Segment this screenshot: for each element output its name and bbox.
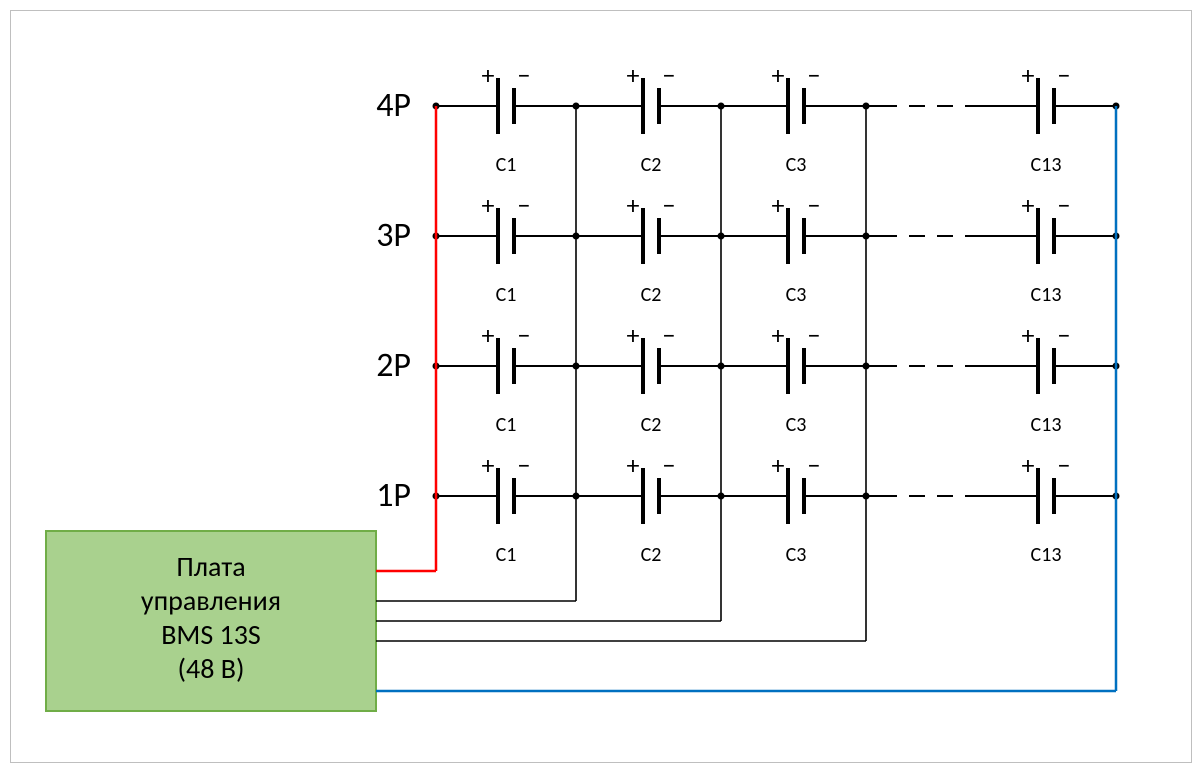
plus-label: + (482, 449, 495, 481)
battery-cell: +− C2 (627, 59, 676, 177)
battery-cell: +− C13 (1022, 189, 1071, 307)
minus-label: − (1058, 189, 1071, 221)
minus-label: − (663, 59, 676, 91)
battery-cell: +− C2 (627, 189, 676, 307)
minus-label: − (808, 319, 821, 351)
plus-label: + (772, 59, 785, 91)
plus-label: + (627, 59, 640, 91)
minus-label: − (663, 449, 676, 481)
minus-label: − (518, 319, 531, 351)
battery-cell: +− C2 (627, 319, 676, 437)
cell-label: C1 (496, 153, 517, 177)
minus-label: − (1058, 59, 1071, 91)
minus-label: − (663, 319, 676, 351)
cell-label: C3 (786, 283, 807, 307)
circuit-diagram: ПлатауправленияBMS 13S(48 В)4P+−C1+−C2+−… (11, 11, 1191, 762)
minus-label: − (663, 189, 676, 221)
plus-label: + (482, 319, 495, 351)
cell-label: C1 (496, 283, 517, 307)
battery-cell: +− C1 (482, 319, 531, 437)
battery-cell: +− C3 (772, 319, 821, 437)
cell-label: C2 (641, 413, 662, 437)
battery-cell: +− C3 (772, 449, 821, 567)
battery-cell: +− C1 (482, 59, 531, 177)
diagram-frame: ПлатауправленияBMS 13S(48 В)4P+−C1+−C2+−… (10, 10, 1192, 763)
battery-cell: +− C13 (1022, 449, 1071, 567)
bms-text-line: управления (141, 583, 281, 618)
minus-label: − (808, 189, 821, 221)
minus-label: − (808, 449, 821, 481)
plus-label: + (627, 449, 640, 481)
plus-label: + (627, 319, 640, 351)
minus-label: − (808, 59, 821, 91)
cell-label: C13 (1031, 153, 1062, 177)
plus-label: + (772, 449, 785, 481)
minus-label: − (518, 449, 531, 481)
minus-label: − (1058, 319, 1071, 351)
minus-label: − (518, 189, 531, 221)
battery-cell: +− C13 (1022, 319, 1071, 437)
row-label: 2P (376, 345, 411, 386)
cell-label: C13 (1031, 413, 1062, 437)
row-label: 1P (376, 475, 411, 516)
bms-text-line: Плата (176, 549, 245, 584)
battery-cell: +− C13 (1022, 59, 1071, 177)
cell-label: C3 (786, 153, 807, 177)
minus-label: − (1058, 449, 1071, 481)
cell-label: C3 (786, 543, 807, 567)
cell-label: C2 (641, 543, 662, 567)
battery-cell: +− C2 (627, 449, 676, 567)
battery-cell: +− C1 (482, 449, 531, 567)
cell-label: C1 (496, 413, 517, 437)
plus-label: + (1022, 189, 1035, 221)
battery-cell: +− C3 (772, 189, 821, 307)
cell-label: C13 (1031, 543, 1062, 567)
plus-label: + (772, 189, 785, 221)
plus-label: + (627, 189, 640, 221)
cell-label: C13 (1031, 283, 1062, 307)
plus-label: + (772, 319, 785, 351)
bms-text-line: BMS 13S (161, 617, 261, 652)
plus-label: + (482, 59, 495, 91)
row-label: 3P (376, 215, 411, 256)
row-label: 4P (376, 85, 411, 126)
cell-label: C3 (786, 413, 807, 437)
cell-label: C2 (641, 283, 662, 307)
battery-cell: +− C1 (482, 189, 531, 307)
bms-text-line: (48 В) (178, 651, 245, 686)
plus-label: + (1022, 449, 1035, 481)
cell-label: C1 (496, 543, 517, 567)
minus-label: − (518, 59, 531, 91)
plus-label: + (1022, 59, 1035, 91)
plus-label: + (1022, 319, 1035, 351)
battery-cell: +− C3 (772, 59, 821, 177)
plus-label: + (482, 189, 495, 221)
cell-label: C2 (641, 153, 662, 177)
